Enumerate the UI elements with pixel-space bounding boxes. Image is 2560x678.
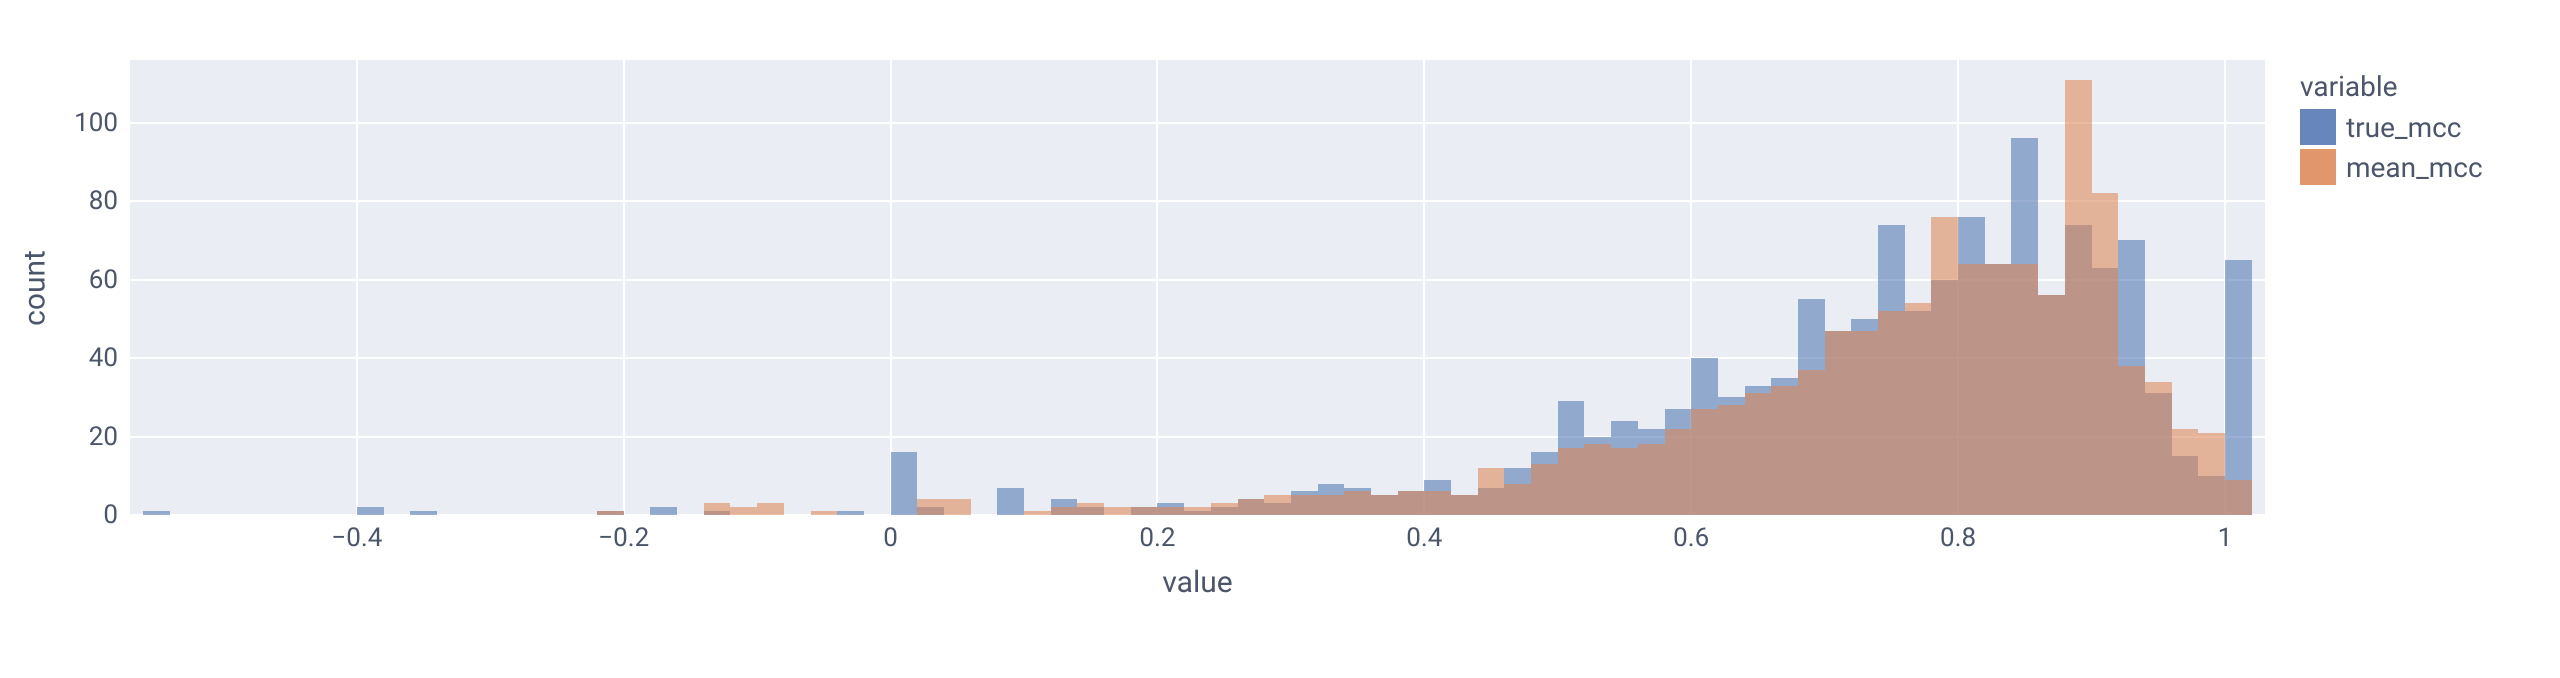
bar-true_mcc (891, 452, 918, 515)
bar-mean_mcc (1184, 507, 1211, 515)
legend-label: mean_mcc (2346, 151, 2483, 184)
bar-mean_mcc (1931, 217, 1958, 515)
bar-mean_mcc (1157, 507, 1184, 515)
legend-swatch (2300, 109, 2336, 145)
legend-swatch (2300, 149, 2336, 185)
y-tick-label: 60 (70, 265, 118, 295)
bar-true_mcc (650, 507, 677, 515)
bar-mean_mcc (1344, 491, 1371, 515)
bar-mean_mcc (704, 503, 731, 515)
bar-mean_mcc (1584, 444, 1611, 515)
bar-mean_mcc (1024, 511, 1051, 515)
bar-mean_mcc (1238, 499, 1265, 515)
bar-mean_mcc (811, 511, 838, 515)
x-axis-label: value (1162, 565, 1232, 600)
y-axis-label: count (18, 250, 53, 326)
bar-mean_mcc (1131, 507, 1158, 515)
bar-mean_mcc (2092, 193, 2119, 515)
bar-mean_mcc (757, 503, 784, 515)
bar-mean_mcc (1504, 484, 1531, 515)
histogram-figure: 0 20 40 60 80 100 −0.4 −0.2 0 0.2 0.4 0.6 0.8 1 coun… (0, 0, 2560, 678)
legend-items: true_mcc mean_mcc (2300, 109, 2483, 185)
bar-mean_mcc (1611, 448, 1638, 515)
bar-true_mcc (2225, 260, 2252, 515)
bar-true_mcc (357, 507, 384, 515)
bar-mean_mcc (1771, 386, 1798, 515)
legend-item: mean_mcc (2300, 149, 2483, 185)
bar-mean_mcc (2225, 480, 2252, 515)
legend-title: variable (2300, 70, 2483, 103)
y-tick-label: 100 (70, 108, 118, 138)
x-tick-label: −0.2 (598, 523, 649, 553)
bar-mean_mcc (1478, 468, 1505, 515)
bar-mean_mcc (1985, 264, 2012, 515)
bar-true_mcc (997, 488, 1024, 515)
bar-mean_mcc (944, 499, 971, 515)
x-tick-label: 0 (883, 523, 898, 553)
x-tick-label: 1 (2218, 523, 2233, 553)
bar-mean_mcc (1051, 507, 1078, 515)
bar-mean_mcc (1665, 429, 1692, 515)
bar-true_mcc (143, 511, 170, 515)
bar-mean_mcc (2065, 80, 2092, 515)
bar-mean_mcc (1371, 495, 1398, 515)
bars-layer (130, 60, 2265, 515)
plot-area (130, 60, 2265, 515)
bar-mean_mcc (1825, 331, 1852, 515)
bar-mean_mcc (1718, 405, 1745, 515)
bar-mean_mcc (2145, 382, 2172, 515)
legend-label: true_mcc (2346, 111, 2461, 144)
bar-true_mcc (410, 511, 437, 515)
legend: variable true_mcc mean_mcc (2300, 70, 2483, 185)
bar-mean_mcc (1558, 448, 1585, 515)
bar-mean_mcc (1398, 491, 1425, 515)
bar-mean_mcc (1638, 444, 1665, 515)
y-tick-label: 0 (70, 500, 118, 530)
bar-mean_mcc (1958, 264, 1985, 515)
bar-mean_mcc (1851, 331, 1878, 515)
bar-mean_mcc (730, 507, 757, 515)
bar-mean_mcc (1104, 507, 1131, 515)
bar-mean_mcc (1264, 495, 1291, 515)
legend-item: true_mcc (2300, 109, 2483, 145)
bar-mean_mcc (1745, 393, 1772, 515)
bar-mean_mcc (1531, 464, 1558, 515)
bar-mean_mcc (1905, 303, 1932, 515)
bar-mean_mcc (1691, 409, 1718, 515)
bar-mean_mcc (1424, 491, 1451, 515)
bar-mean_mcc (2118, 366, 2145, 515)
x-tick-label: 0.6 (1673, 523, 1709, 553)
bar-mean_mcc (2198, 433, 2225, 515)
x-tick-label: 0.8 (1940, 523, 1976, 553)
bar-mean_mcc (1451, 495, 1478, 515)
y-tick-label: 80 (70, 186, 118, 216)
bar-mean_mcc (917, 499, 944, 515)
bar-mean_mcc (597, 511, 624, 515)
bar-mean_mcc (1318, 495, 1345, 515)
y-tick-label: 40 (70, 343, 118, 373)
bar-mean_mcc (2172, 429, 2199, 515)
bar-mean_mcc (2011, 264, 2038, 515)
x-tick-label: −0.4 (331, 523, 382, 553)
y-tick-label: 20 (70, 422, 118, 452)
bar-true_mcc (837, 511, 864, 515)
x-tick-label: 0.4 (1406, 523, 1442, 553)
x-tick-label: 0.2 (1139, 523, 1175, 553)
bar-mean_mcc (2038, 295, 2065, 515)
bar-mean_mcc (1077, 503, 1104, 515)
bar-mean_mcc (1291, 495, 1318, 515)
bar-mean_mcc (1798, 370, 1825, 515)
bar-mean_mcc (1878, 311, 1905, 515)
bar-mean_mcc (1211, 503, 1238, 515)
